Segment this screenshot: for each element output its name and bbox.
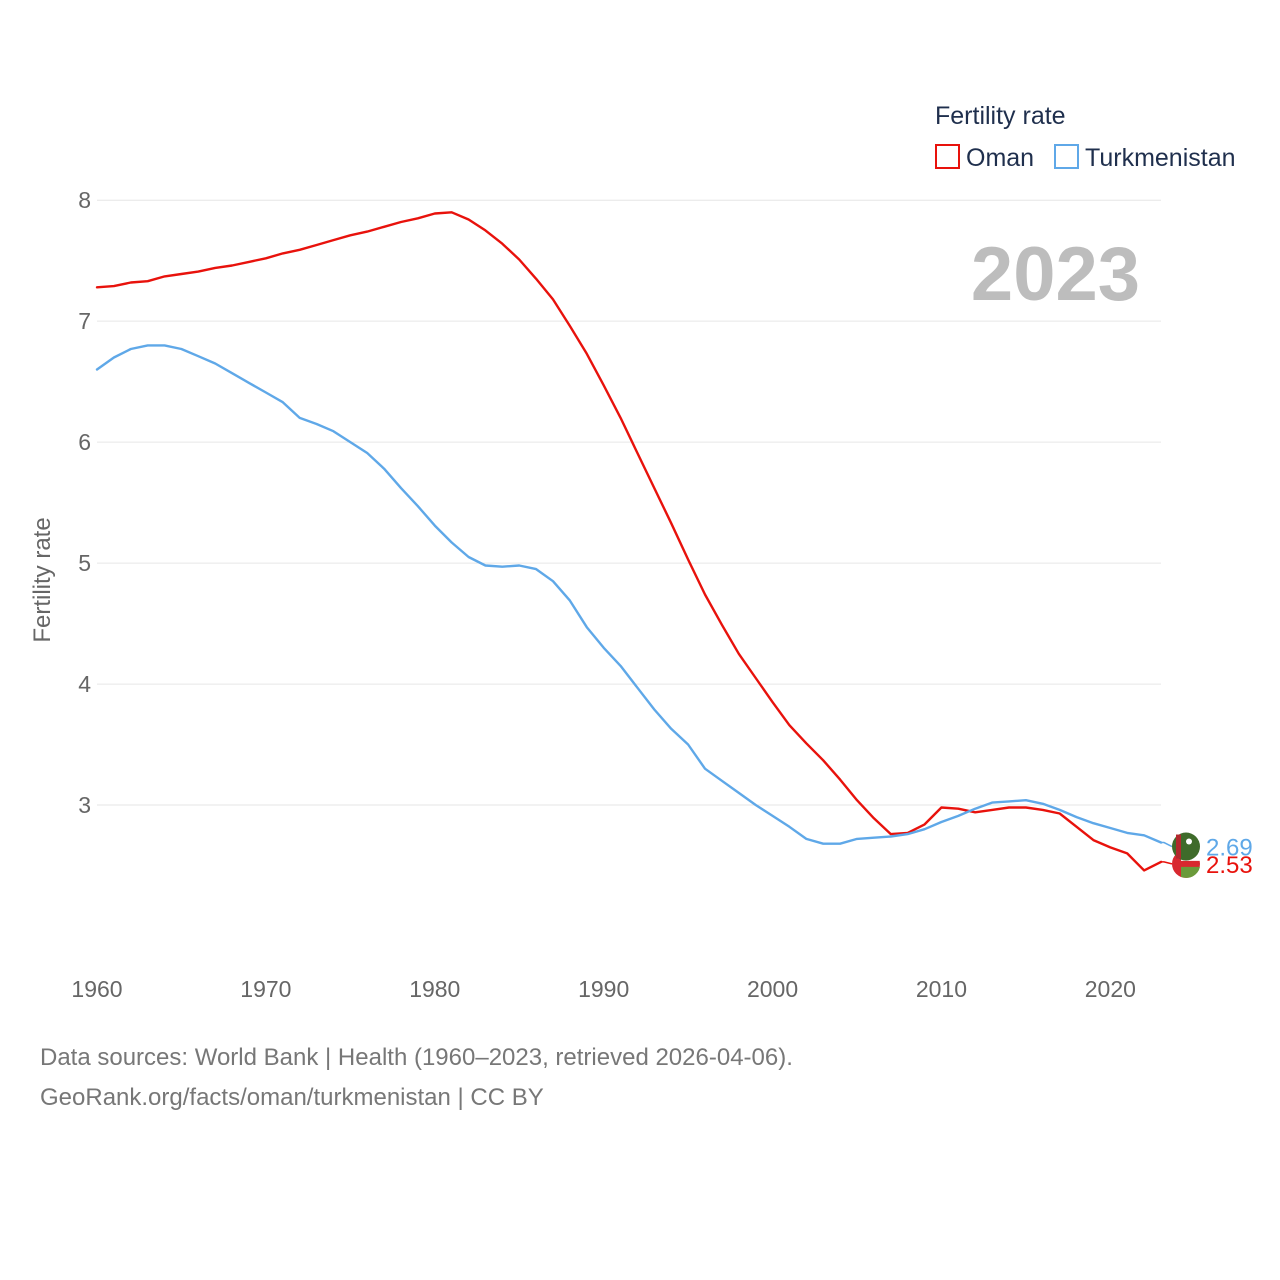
legend-label-oman: Oman <box>966 144 1034 172</box>
end-value-label-oman: 2.53 <box>1206 852 1253 879</box>
y-tick-label-5: 5 <box>78 550 91 576</box>
x-tick-label-2010: 2010 <box>916 976 967 1002</box>
series-lines <box>95 211 1163 872</box>
legend-label-turkmenistan: Turkmenistan <box>1085 144 1236 172</box>
legend-swatch-turkmenistan <box>1054 144 1079 169</box>
x-tick-label-1960: 1960 <box>71 976 122 1002</box>
legend-title: Fertility rate <box>935 102 1066 130</box>
x-tick-label-2020: 2020 <box>1085 976 1136 1002</box>
y-tick-label-4: 4 <box>78 671 91 697</box>
legend-swatch-oman <box>935 144 960 169</box>
series-line-turkmenistan <box>95 344 1163 845</box>
y-tick-label-6: 6 <box>78 429 91 455</box>
end-markers: 2.532.69 <box>1161 832 1253 879</box>
x-axis-ticks: 1960 1970 1980 1990 2000 2010 2020 <box>71 976 1136 1002</box>
x-tick-label-1990: 1990 <box>578 976 629 1002</box>
y-tick-label-7: 7 <box>78 308 91 334</box>
y-tick-label-8: 8 <box>78 187 91 213</box>
y-axis-title: Fertility rate <box>29 517 56 642</box>
x-tick-label-1970: 1970 <box>240 976 291 1002</box>
y-axis-ticks: 3 4 5 6 7 8 <box>78 187 91 818</box>
end-value-label-turkmenistan: 2.69 <box>1206 835 1253 862</box>
footer-attribution: GeoRank.org/facts/oman/turkmenistan | CC… <box>40 1084 544 1111</box>
end-connector-oman <box>1161 861 1173 865</box>
x-tick-label-1980: 1980 <box>409 976 460 1002</box>
series-line-oman <box>95 211 1163 872</box>
footer-sources: Data sources: World Bank | Health (1960–… <box>40 1044 793 1071</box>
legend: Fertility rate Oman Turkmenistan <box>935 102 1236 172</box>
year-label: 2023 <box>971 232 1140 317</box>
y-tick-label-3: 3 <box>78 792 91 818</box>
flag-icon-turkmenistan <box>1172 832 1200 861</box>
end-connector-turkmenistan <box>1161 841 1173 848</box>
x-tick-label-2000: 2000 <box>747 976 798 1002</box>
